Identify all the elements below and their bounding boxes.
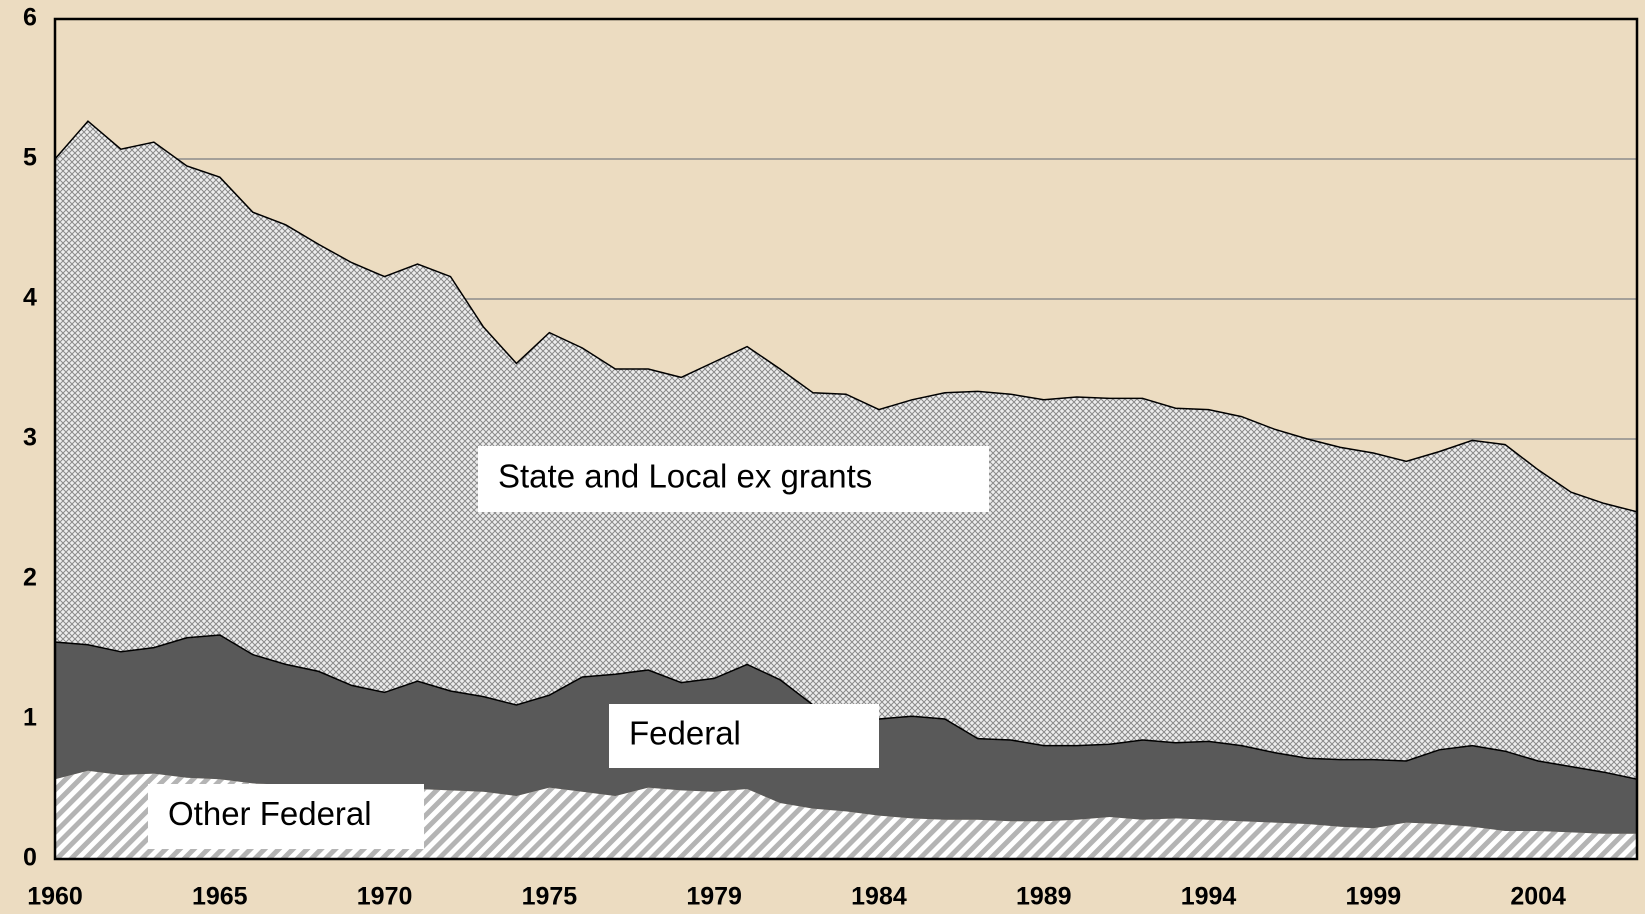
x-tick-label: 1989 bbox=[1016, 883, 1072, 911]
plot-frame bbox=[53, 17, 1639, 861]
legend-label: State and Local ex grants bbox=[498, 458, 872, 495]
legend-box bbox=[148, 784, 424, 849]
y-tick-label: 0 bbox=[23, 844, 37, 872]
y-tick-label: 2 bbox=[23, 564, 37, 592]
y-tick-label: 1 bbox=[23, 704, 37, 732]
area bbox=[55, 770, 1637, 859]
y-tick-label: 6 bbox=[23, 4, 37, 32]
legend-label: Federal bbox=[629, 715, 741, 752]
x-tick-label: 1970 bbox=[357, 883, 413, 911]
x-tick-label: 1979 bbox=[686, 883, 742, 911]
x-tick-label: 1965 bbox=[192, 883, 248, 911]
x-tick-label: 2004 bbox=[1510, 883, 1566, 911]
y-tick-label: 3 bbox=[23, 424, 37, 452]
legend-box bbox=[478, 446, 989, 512]
x-tick-label: 1975 bbox=[522, 883, 578, 911]
x-tick-label: 1984 bbox=[851, 883, 907, 911]
legend-label: Other Federal bbox=[168, 795, 372, 832]
y-tick-label: 4 bbox=[23, 284, 37, 312]
x-tick-label: 1994 bbox=[1181, 883, 1237, 911]
y-tick-label: 5 bbox=[23, 144, 37, 172]
x-tick-label: 1999 bbox=[1346, 883, 1402, 911]
legend-box bbox=[609, 704, 879, 768]
x-tick-label: 1960 bbox=[27, 883, 83, 911]
